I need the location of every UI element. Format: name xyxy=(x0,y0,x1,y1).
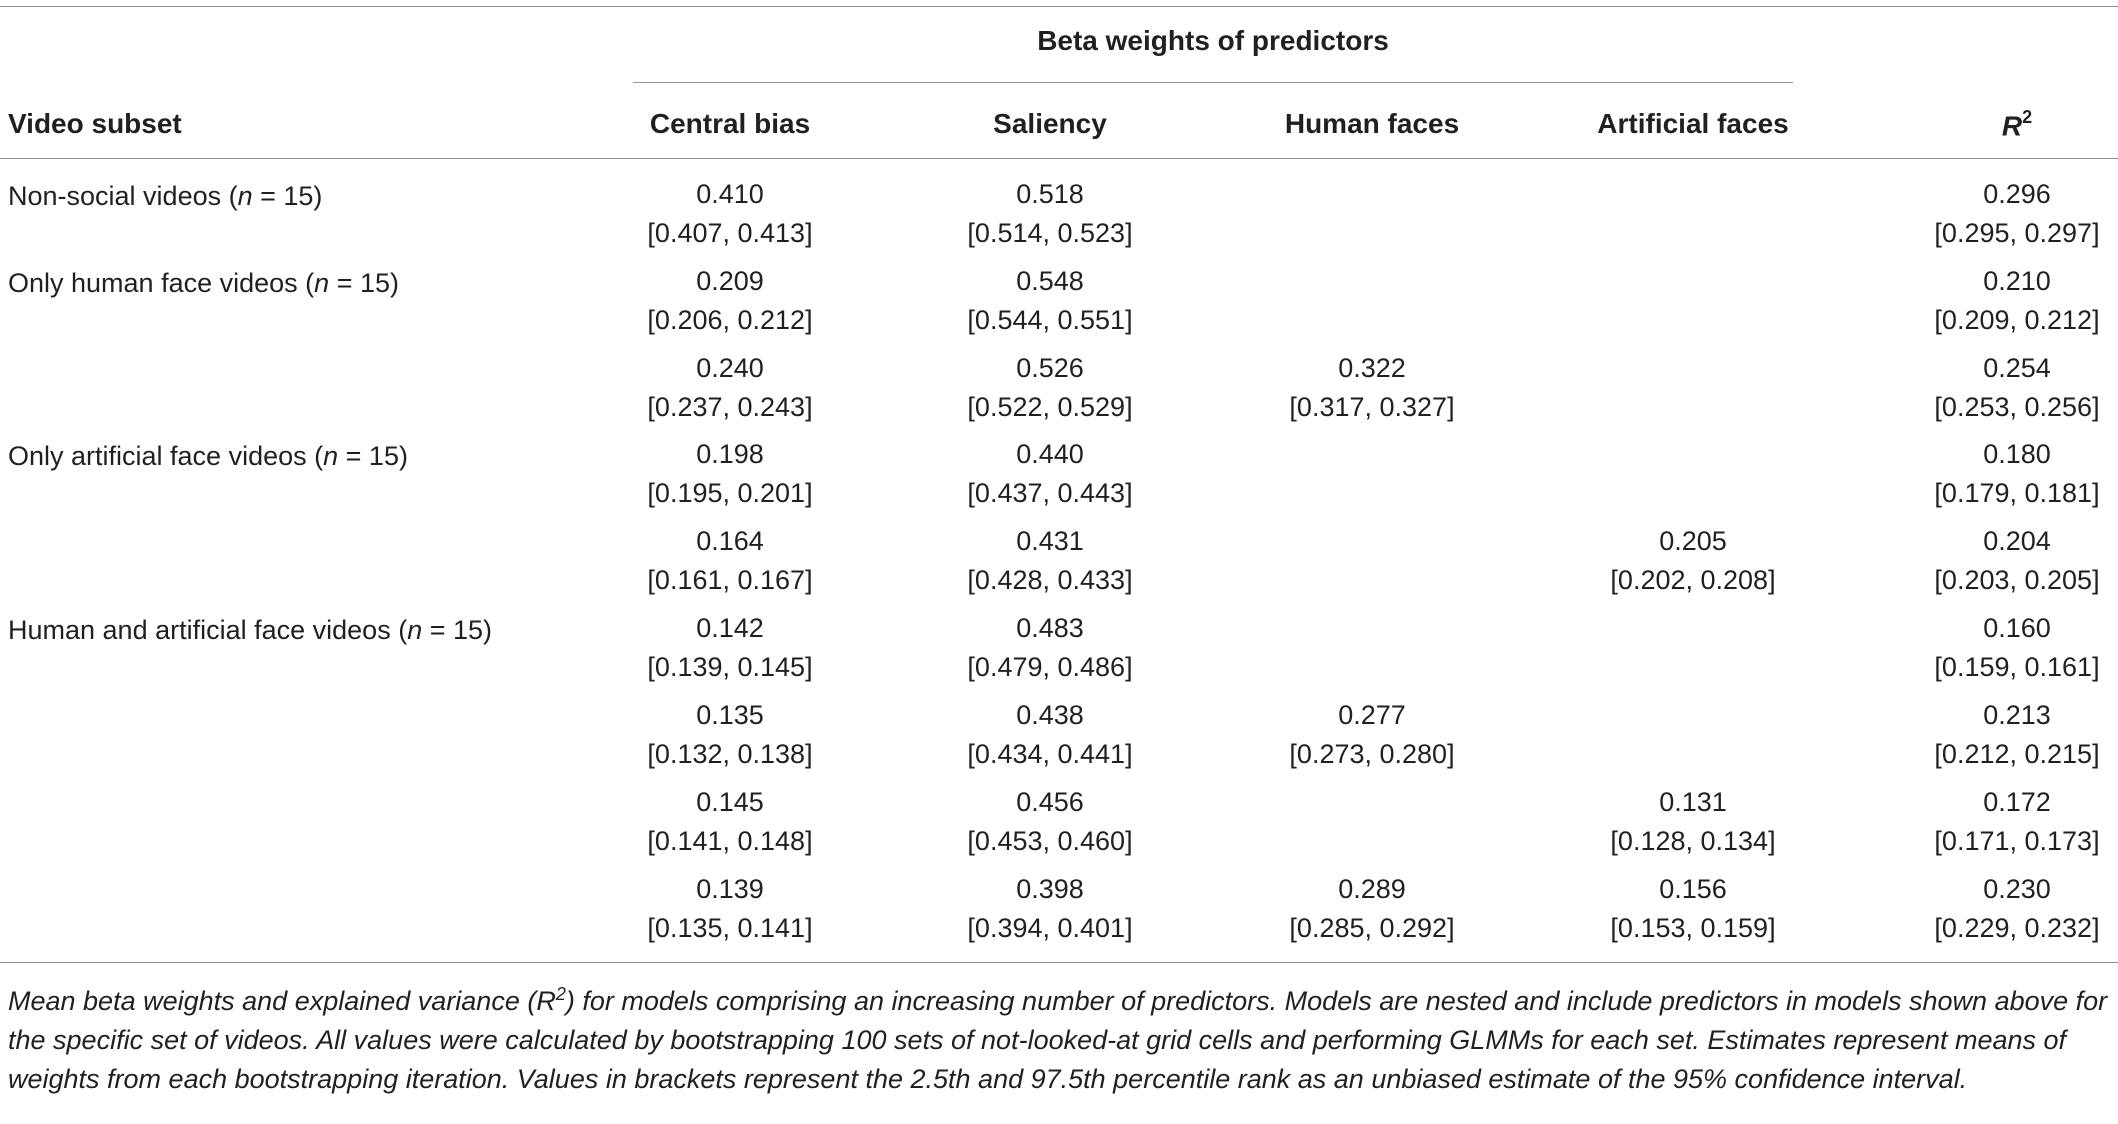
cell-value: 0.213 xyxy=(1983,700,2051,730)
table-footnote: Mean beta weights and explained variance… xyxy=(8,984,2108,1094)
cell-confidence-interval: [0.128, 0.134] xyxy=(1610,826,1776,856)
cell-confidence-interval: [0.237, 0.243] xyxy=(647,392,813,422)
cell-value: 0.254 xyxy=(1983,353,2051,383)
cell-value: 0.296 xyxy=(1983,179,2051,209)
cell-value: 0.135 xyxy=(696,700,764,730)
cell-value: 0.210 xyxy=(1983,266,2051,296)
cell-confidence-interval: [0.195, 0.201] xyxy=(647,478,813,508)
cell-confidence-interval: [0.161, 0.167] xyxy=(647,565,813,595)
cell-value: 0.230 xyxy=(1983,874,2051,904)
cell-confidence-interval: [0.132, 0.138] xyxy=(647,739,813,769)
cell-value: 0.131 xyxy=(1659,787,1727,817)
cell-confidence-interval: [0.514, 0.523] xyxy=(967,218,1133,248)
cell-value: 0.240 xyxy=(696,353,764,383)
cell-confidence-interval: [0.159, 0.161] xyxy=(1934,652,2100,682)
cell-confidence-interval: [0.544, 0.551] xyxy=(967,305,1133,335)
cell-confidence-interval: [0.202, 0.208] xyxy=(1610,565,1776,595)
cell-value: 0.398 xyxy=(1016,874,1084,904)
cell-value: 0.164 xyxy=(696,526,764,556)
cell-confidence-interval: [0.273, 0.280] xyxy=(1289,739,1455,769)
cell-confidence-interval: [0.394, 0.401] xyxy=(967,913,1133,943)
cell-confidence-interval: [0.139, 0.145] xyxy=(647,652,813,682)
subset-label: Only human face videos (n = 15) xyxy=(8,268,399,298)
cell-confidence-interval: [0.407, 0.413] xyxy=(647,218,813,248)
column-header-video-subset: Video subset xyxy=(8,108,182,139)
cell-value: 0.139 xyxy=(696,874,764,904)
cell-value: 0.456 xyxy=(1016,787,1084,817)
cell-confidence-interval: [0.295, 0.297] xyxy=(1934,218,2100,248)
cell-confidence-interval: [0.437, 0.443] xyxy=(967,478,1133,508)
subset-label: Human and artificial face videos (n = 15… xyxy=(8,615,493,645)
cell-value: 0.289 xyxy=(1338,874,1406,904)
cell-confidence-interval: [0.453, 0.460] xyxy=(967,826,1133,856)
cell-value: 0.160 xyxy=(1983,613,2051,643)
cell-confidence-interval: [0.141, 0.148] xyxy=(647,826,813,856)
cell-value: 0.204 xyxy=(1983,526,2051,556)
cell-confidence-interval: [0.209, 0.212] xyxy=(1934,305,2100,335)
header-bottom-rule xyxy=(0,158,2118,159)
cell-confidence-interval: [0.434, 0.441] xyxy=(967,739,1133,769)
cell-confidence-interval: [0.285, 0.292] xyxy=(1289,913,1455,943)
cell-confidence-interval: [0.153, 0.159] xyxy=(1610,913,1776,943)
subset-label: Only artificial face videos (n = 15) xyxy=(8,441,408,471)
cell-confidence-interval: [0.135, 0.141] xyxy=(647,913,813,943)
column-header-r-squared: R2 xyxy=(2001,107,2033,142)
cell-value: 0.277 xyxy=(1338,700,1406,730)
cell-confidence-interval: [0.428, 0.433] xyxy=(967,565,1133,595)
table-bottom-rule xyxy=(0,962,2118,963)
cell-value: 0.172 xyxy=(1983,787,2051,817)
column-header-human-faces: Human faces xyxy=(1284,108,1460,139)
cell-value: 0.142 xyxy=(696,613,764,643)
cell-confidence-interval: [0.212, 0.215] xyxy=(1934,739,2100,769)
cell-value: 0.548 xyxy=(1016,266,1084,296)
cell-value: 0.209 xyxy=(696,266,764,296)
cell-value: 0.440 xyxy=(1016,439,1084,469)
subset-label: Non-social videos (n = 15) xyxy=(8,181,323,211)
cell-value: 0.431 xyxy=(1016,526,1084,556)
cell-value: 0.180 xyxy=(1983,439,2051,469)
group-header: Beta weights of predictors xyxy=(1037,25,1389,56)
cell-value: 0.483 xyxy=(1016,613,1084,643)
cell-confidence-interval: [0.253, 0.256] xyxy=(1934,392,2100,422)
cell-confidence-interval: [0.171, 0.173] xyxy=(1934,826,2100,856)
cell-confidence-interval: [0.229, 0.232] xyxy=(1934,913,2100,943)
cell-value: 0.322 xyxy=(1338,353,1406,383)
column-header-artificial-faces: Artificial faces xyxy=(1597,108,1789,139)
cell-value: 0.145 xyxy=(696,787,764,817)
table-top-rule xyxy=(0,6,2118,7)
cell-value: 0.205 xyxy=(1659,526,1727,556)
cell-confidence-interval: [0.479, 0.486] xyxy=(967,652,1133,682)
cell-confidence-interval: [0.206, 0.212] xyxy=(647,305,813,335)
cell-confidence-interval: [0.179, 0.181] xyxy=(1934,478,2100,508)
group-header-rule xyxy=(633,82,1793,83)
cell-value: 0.410 xyxy=(696,179,764,209)
cell-value: 0.438 xyxy=(1016,700,1084,730)
cell-value: 0.526 xyxy=(1016,353,1084,383)
cell-value: 0.518 xyxy=(1016,179,1084,209)
column-header-central-bias: Central bias xyxy=(649,108,811,139)
cell-confidence-interval: [0.203, 0.205] xyxy=(1934,565,2100,595)
cell-confidence-interval: [0.317, 0.327] xyxy=(1289,392,1455,422)
cell-confidence-interval: [0.522, 0.529] xyxy=(967,392,1133,422)
cell-value: 0.198 xyxy=(696,439,764,469)
cell-value: 0.156 xyxy=(1659,874,1727,904)
column-header-saliency: Saliency xyxy=(993,108,1107,139)
